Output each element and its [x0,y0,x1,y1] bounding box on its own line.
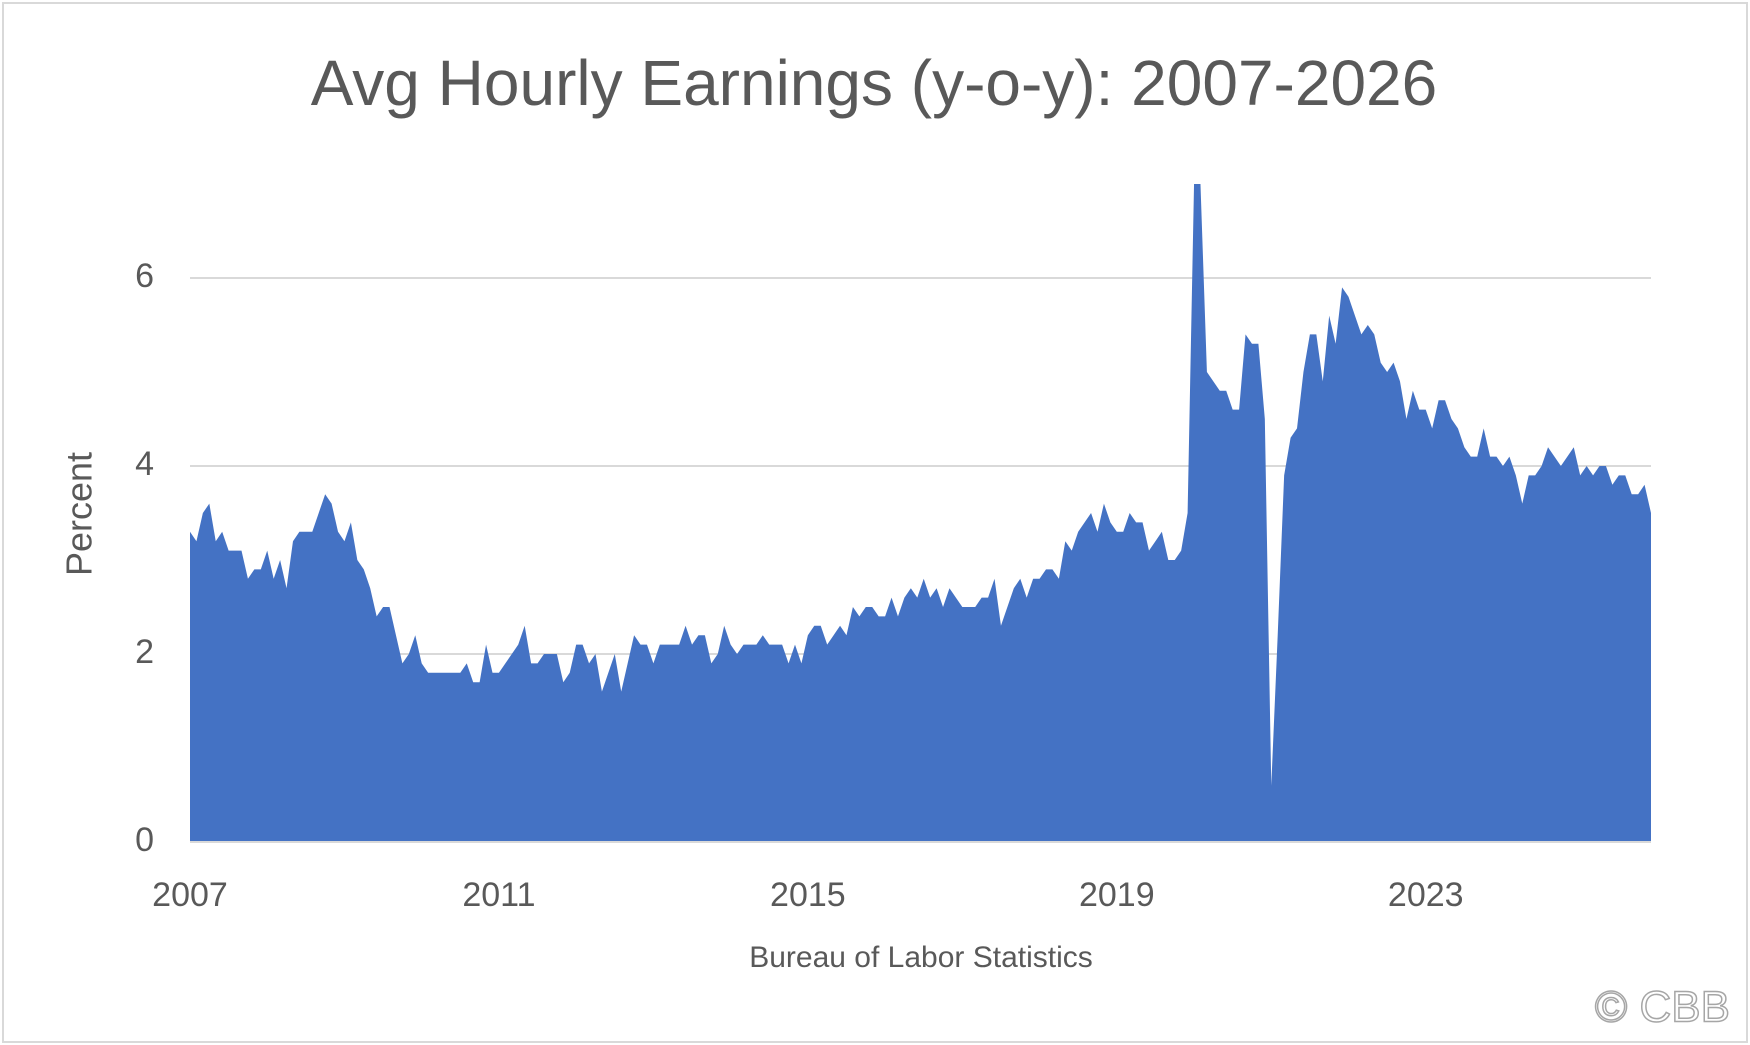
y-tick-label: 2 [135,633,154,671]
x-axis-label: Bureau of Labor Statistics [749,941,1093,974]
area [190,184,1651,842]
x-tick-label: 2007 [152,876,228,914]
x-tick-label: 2015 [770,876,846,914]
y-tick-label: 4 [135,445,154,483]
x-tick-label: 2019 [1079,876,1155,914]
chart-title: Avg Hourly Earnings (y-o-y): 2007-2026 [311,47,1437,119]
x-tick-label: 2011 [462,876,535,914]
x-tick-label: 2023 [1388,876,1464,914]
watermark: © CBB [1595,983,1730,1032]
y-tick-label: 6 [135,257,154,295]
y-axis-label: Percent [59,452,100,576]
y-tick-label: 0 [135,821,154,859]
